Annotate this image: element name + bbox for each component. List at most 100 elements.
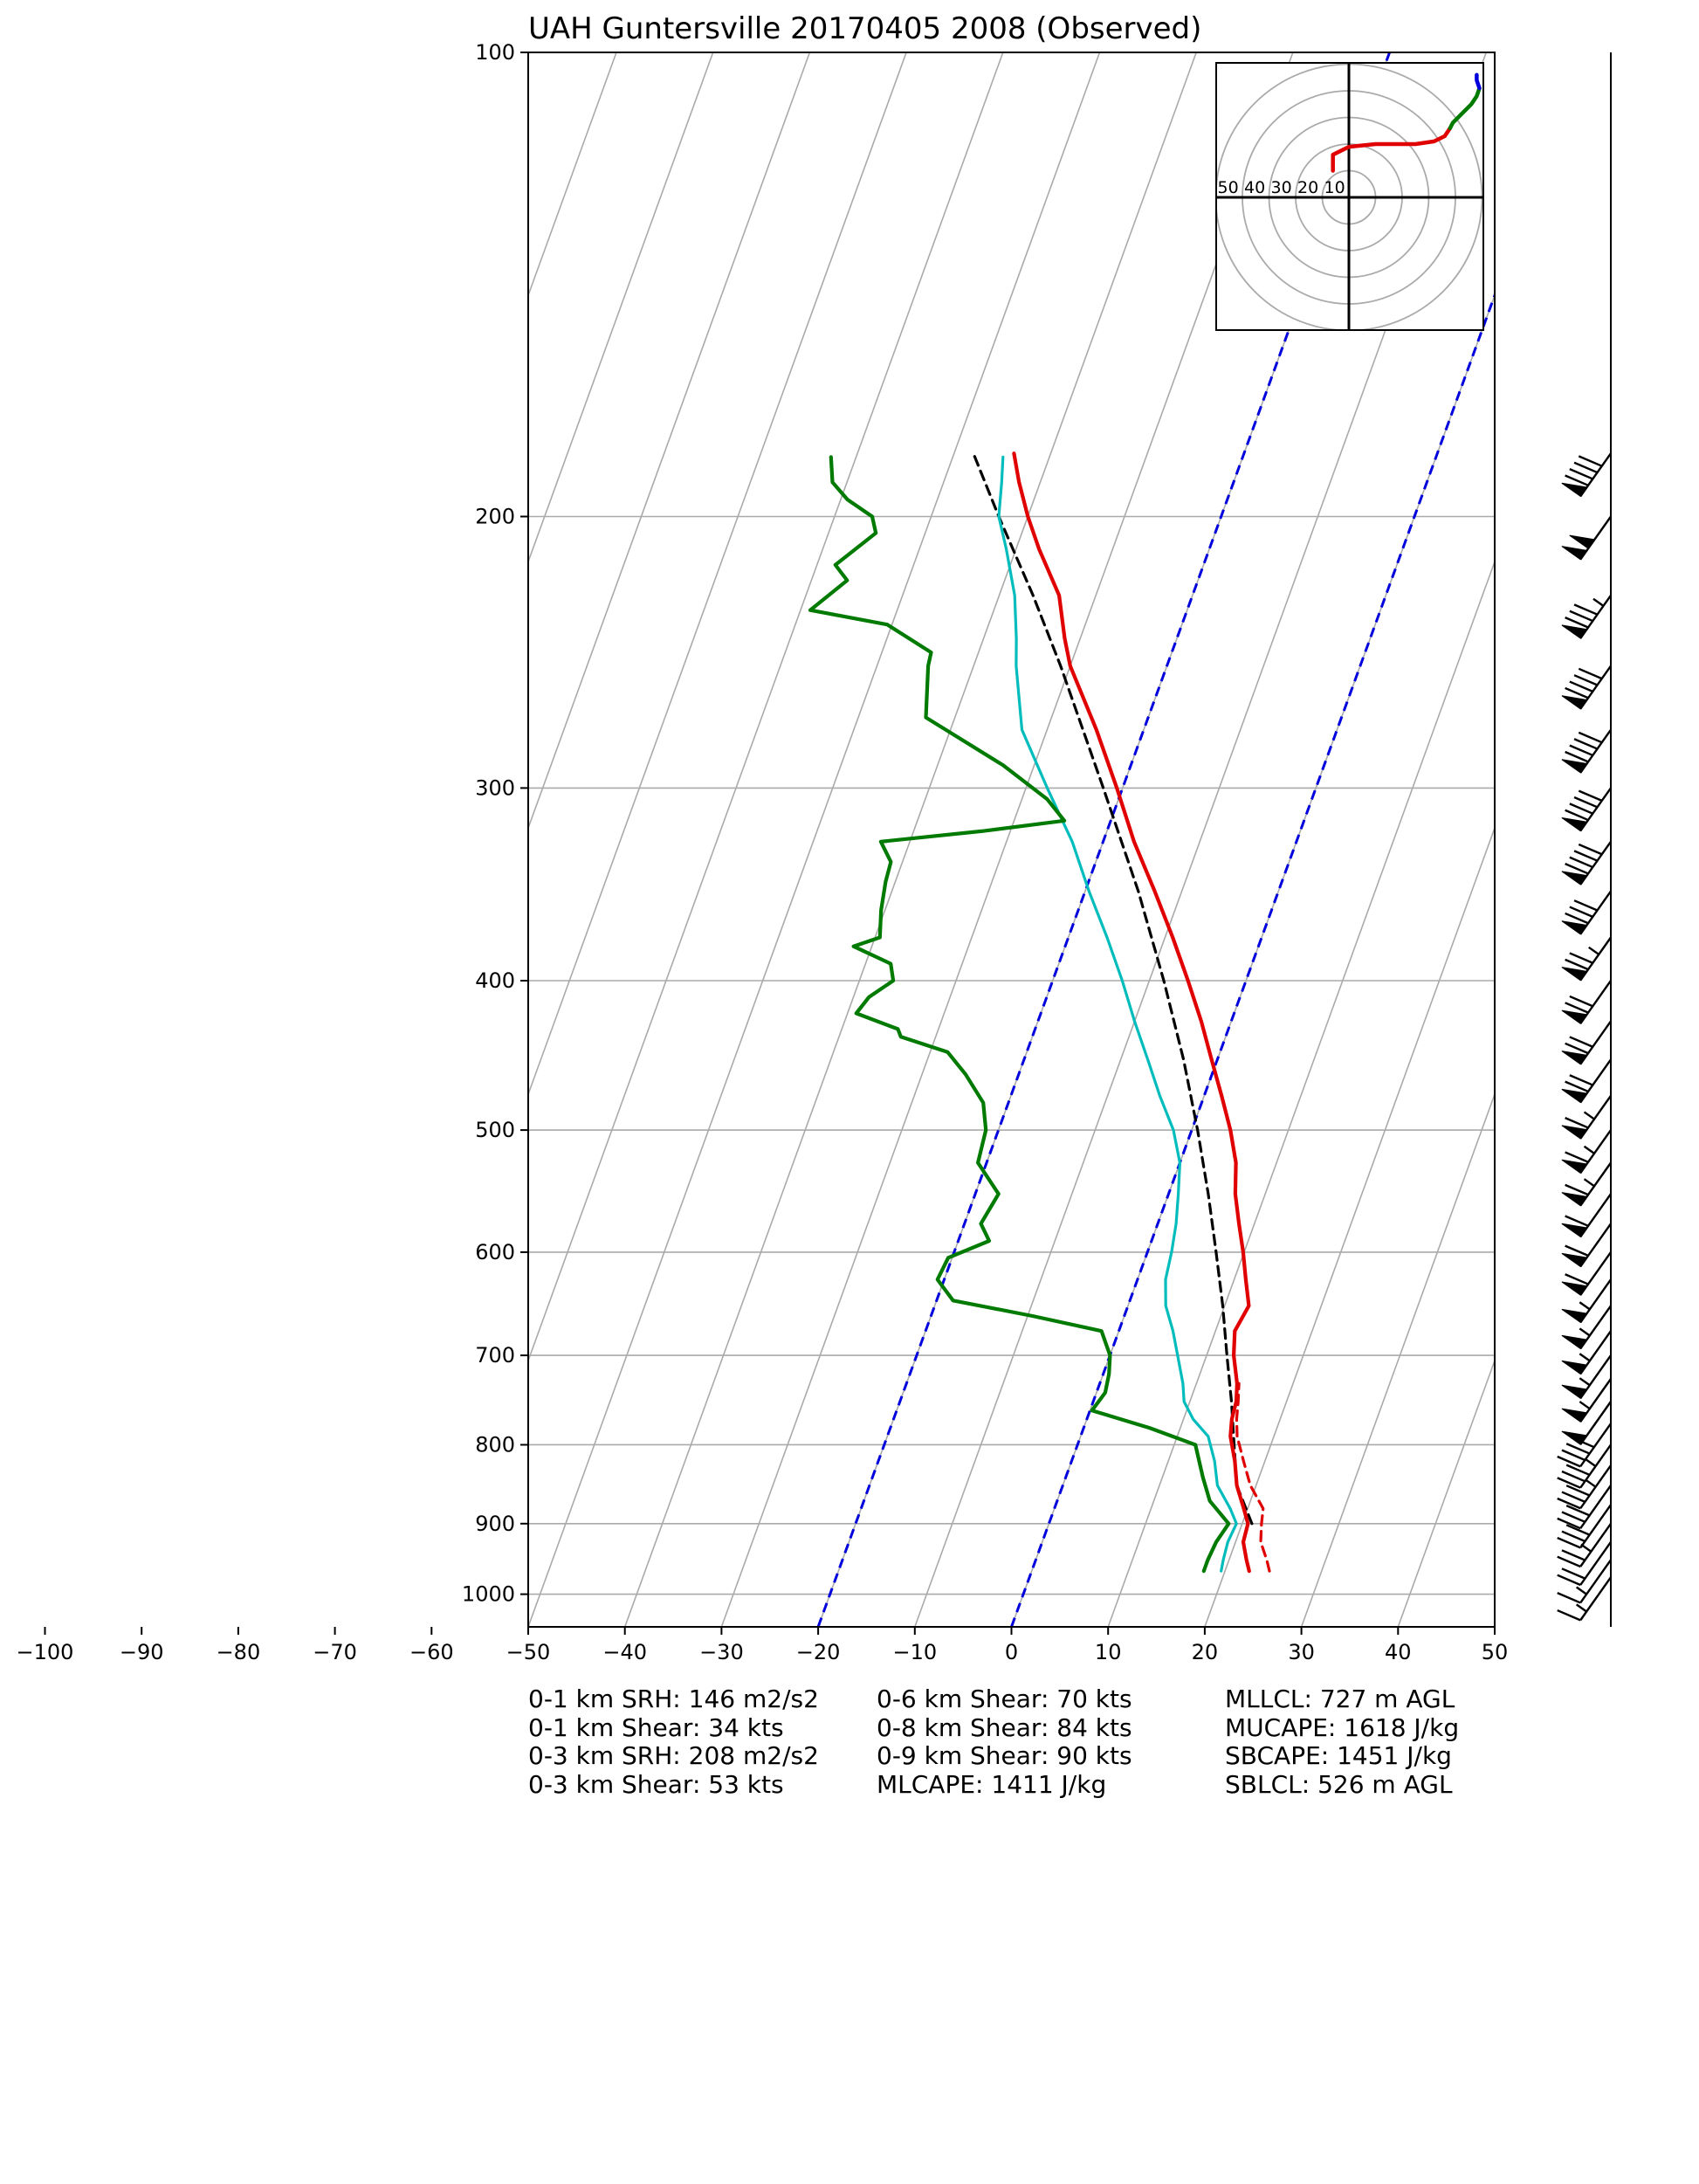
barb-staff (1579, 1559, 1612, 1604)
barb-half-flag (1579, 1377, 1591, 1387)
isotherm--80 (528, 52, 811, 830)
barb-pennant (1561, 1408, 1588, 1423)
barb-pennant (1561, 1088, 1588, 1104)
isotherm-20 (1204, 825, 1495, 1627)
isotherm-10 (1107, 559, 1495, 1627)
barb-pennant (1561, 1252, 1588, 1268)
barb-flag (1561, 1567, 1586, 1580)
barb-flag (1565, 1504, 1591, 1517)
stats-column-2: 0-6 km Shear: 70 kts 0-8 km Shear: 84 kt… (877, 1685, 1132, 1799)
wind-barb (1561, 1378, 1612, 1423)
barb-flag (1573, 796, 1598, 809)
stats-column-3: MLLCL: 727 m AGL MUCAPE: 1618 J/kg SBCAP… (1225, 1685, 1459, 1799)
barb-flag (1557, 1592, 1581, 1604)
wind-barb (1557, 1559, 1612, 1604)
stat-sblcl: SBLCL: 526 m AGL (1225, 1769, 1453, 1799)
y-tick-label-700: 700 (475, 1343, 515, 1368)
isotherm--110 (0, 52, 519, 1627)
barb-pennant (1561, 967, 1588, 982)
barb-flag (1557, 1477, 1581, 1489)
hodograph-frame (1215, 62, 1484, 331)
wind-barb (1561, 1223, 1612, 1268)
barb-flag (1557, 1536, 1581, 1549)
barb-flag (1569, 610, 1593, 623)
barb-half-flag (1583, 1111, 1595, 1120)
barb-staff (1579, 1576, 1612, 1622)
hodograph-ring-label-30: 30 (1271, 178, 1292, 197)
x-tick-label-30: 30 (1288, 1640, 1315, 1664)
x-tick-label--10: −10 (892, 1640, 937, 1664)
barb-half-flag (1575, 1586, 1587, 1595)
isotherm-50 (1494, 1624, 1495, 1627)
wind-barb (1561, 1278, 1612, 1324)
isotherm--60 (528, 52, 1004, 1363)
wind-barb (1561, 1058, 1612, 1104)
isotherm--50 (528, 52, 1101, 1627)
barb-flag (1565, 1116, 1589, 1129)
profiles-layer (808, 451, 1271, 1574)
wind-barb (1561, 728, 1612, 774)
stat-mllcl: MLLCL: 727 m AGL (1225, 1685, 1455, 1713)
barb-pennant (1561, 920, 1588, 935)
barb-flag (1557, 1574, 1581, 1587)
x-tick-label-40: 40 (1385, 1640, 1412, 1664)
barb-staff (1579, 1541, 1612, 1586)
barb-flag (1565, 1524, 1591, 1536)
x-tick-label--100: −100 (17, 1640, 74, 1664)
barb-flag (1565, 958, 1589, 971)
barb-flag (1578, 667, 1603, 680)
x-tick-label--30: −30 (699, 1640, 744, 1664)
barb-flag (1565, 863, 1589, 875)
stat-srh-0-1: 0-1 km SRH: 146 m2/s2 (528, 1685, 819, 1713)
barb-flag (1569, 952, 1593, 964)
barb-staff (1579, 1485, 1612, 1529)
barb-pennant (1561, 1009, 1588, 1024)
wind-barb (1561, 1129, 1612, 1174)
barb-flag (1569, 680, 1593, 692)
barb-staff (1579, 1523, 1612, 1567)
wind-barb (1557, 1541, 1612, 1587)
wind-barb (1561, 515, 1612, 561)
stat-shear-0-3: 0-3 km Shear: 53 kts (528, 1769, 784, 1799)
barb-flag (1578, 843, 1603, 856)
x-tick-label--90: −90 (120, 1640, 164, 1664)
barb-staff (1579, 1423, 1612, 1468)
wind-barb (1561, 1161, 1612, 1207)
barb-pennant (1561, 759, 1588, 774)
barb-flag (1565, 1042, 1589, 1055)
barb-pennant (1561, 1192, 1588, 1207)
barb-half-flag (1579, 1353, 1591, 1362)
barb-flag (1565, 1443, 1591, 1455)
y-tick-label-400: 400 (475, 968, 515, 993)
stat-srh-0-3: 0-3 km SRH: 208 m2/s2 (528, 1741, 819, 1770)
y-tick-label-500: 500 (475, 1118, 515, 1142)
y-tick-label-100: 100 (475, 40, 515, 65)
barb-flag (1578, 455, 1603, 467)
barb-flag (1565, 1002, 1589, 1014)
dewpoint-trace (808, 455, 1231, 1574)
barb-pennant (1561, 695, 1588, 710)
barb-flag (1565, 686, 1589, 699)
barb-flag (1573, 674, 1598, 686)
hodograph-trace-mid (1448, 86, 1482, 130)
wetbulb-trace (997, 455, 1238, 1573)
x-tick-label-50: 50 (1482, 1640, 1509, 1664)
barb-flag (1573, 738, 1598, 750)
x-tick-label--80: −80 (217, 1640, 261, 1664)
hodograph-ring-label-20: 20 (1297, 178, 1318, 197)
wind-barbs (1557, 52, 1612, 1627)
barb-staff (1579, 1504, 1612, 1549)
wind-barb (1561, 1305, 1612, 1350)
barb-flag (1565, 912, 1589, 925)
hodograph-ring-label-50: 50 (1218, 178, 1239, 197)
barb-flag (1557, 1455, 1581, 1468)
barb-flag (1573, 461, 1598, 474)
barb-flag (1573, 603, 1598, 616)
wind-barb (1561, 1354, 1612, 1399)
barb-flag (1561, 1511, 1586, 1523)
wind-barb (1561, 787, 1612, 832)
stat-shear-0-8: 0-8 km Shear: 84 kts (877, 1712, 1132, 1742)
y-tick-label-600: 600 (475, 1240, 515, 1264)
barb-flag (1569, 744, 1593, 757)
isotherm--100 (528, 52, 617, 298)
